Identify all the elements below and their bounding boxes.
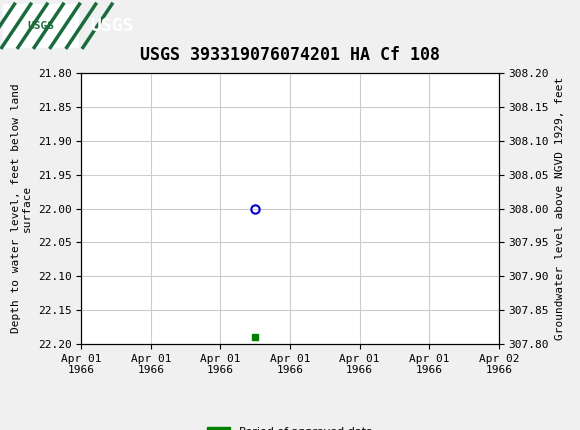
Text: USGS: USGS bbox=[90, 17, 133, 35]
FancyBboxPatch shape bbox=[3, 4, 78, 47]
Text: USGS 393319076074201 HA Cf 108: USGS 393319076074201 HA Cf 108 bbox=[140, 46, 440, 64]
Text: USGS: USGS bbox=[27, 21, 54, 31]
Legend: Period of approved data: Period of approved data bbox=[203, 423, 377, 430]
Y-axis label: Groundwater level above NGVD 1929, feet: Groundwater level above NGVD 1929, feet bbox=[554, 77, 564, 340]
Y-axis label: Depth to water level, feet below land
surface: Depth to water level, feet below land su… bbox=[10, 84, 32, 333]
